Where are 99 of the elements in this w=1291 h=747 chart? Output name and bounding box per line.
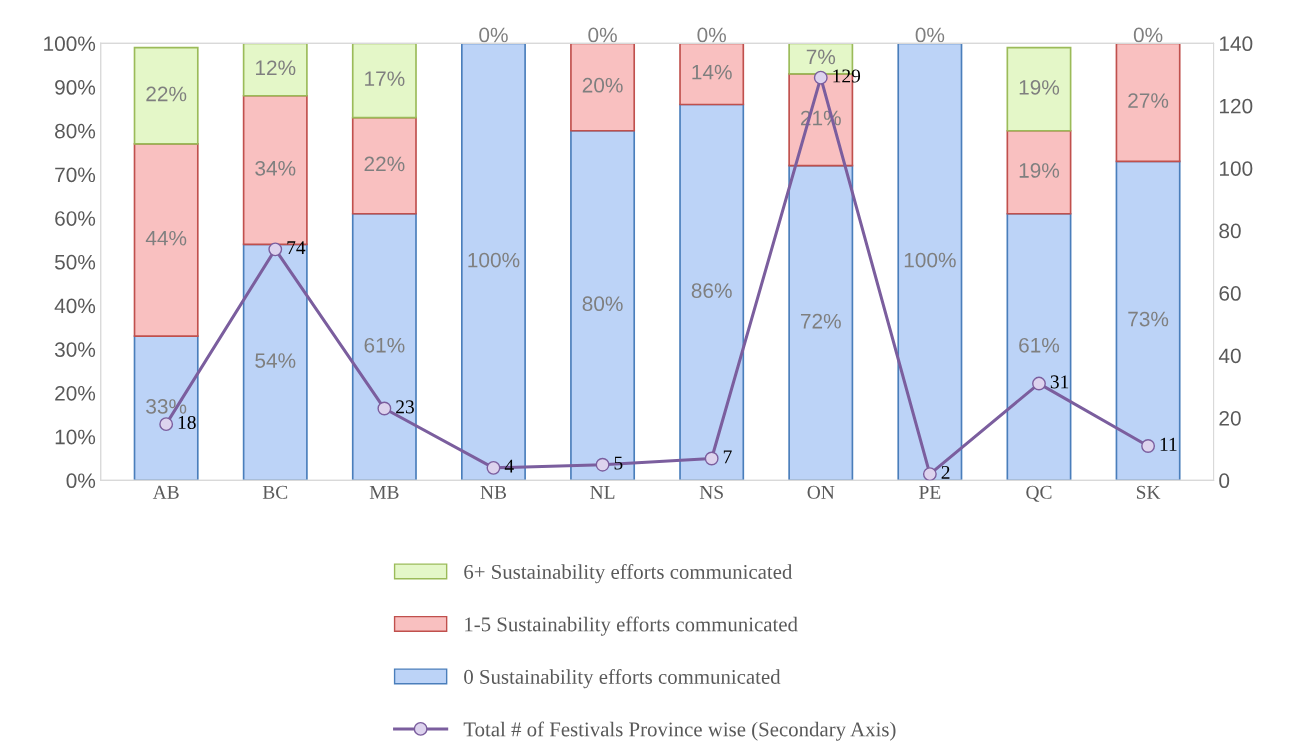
bar <box>679 43 745 106</box>
data-label: 61% <box>1019 337 1060 353</box>
point <box>377 401 392 416</box>
bar <box>1115 160 1181 481</box>
bar <box>1115 43 1181 163</box>
data-label: 5 <box>614 456 623 470</box>
x-tick-label: NL <box>590 485 615 499</box>
data-label: 31 <box>1050 375 1069 389</box>
data-label: 0% <box>697 27 726 43</box>
bar <box>460 43 526 481</box>
data-label: 86% <box>691 283 732 299</box>
y-tick-label: 100% <box>44 36 96 52</box>
data-label: 4 <box>504 459 514 473</box>
y-tick-label: 60% <box>55 211 96 226</box>
legend-label: 1-5 Sustainability efforts communicated <box>465 616 798 636</box>
legend-label: Total # of Festivals Province wise (Secondary Axis) <box>463 721 896 741</box>
point <box>159 417 174 432</box>
x-tick-label: QC <box>1026 485 1052 502</box>
data-label: 2 <box>941 465 950 479</box>
data-label: 22% <box>146 86 187 102</box>
bar <box>133 46 199 145</box>
bar <box>242 43 308 97</box>
bar <box>351 212 417 481</box>
point <box>813 70 828 85</box>
y-tick-label: 40% <box>54 298 96 314</box>
data-label: 0% <box>1133 27 1163 43</box>
data-label: 44% <box>145 230 187 246</box>
bar <box>1006 46 1072 132</box>
point <box>704 451 719 466</box>
legend-label: 6+ Sustainability efforts communicated <box>464 564 793 584</box>
data-label: 54% <box>255 353 296 368</box>
y-tick-label: 20% <box>55 385 96 401</box>
bar <box>133 142 199 337</box>
bar <box>788 164 854 481</box>
x-tick-label: SK <box>1136 485 1161 499</box>
data-label: 19% <box>1019 163 1060 178</box>
data-label: 7% <box>806 49 836 65</box>
data-label: 100% <box>468 252 520 268</box>
bar <box>242 243 308 481</box>
bar <box>679 103 745 481</box>
data-label: 19% <box>1019 80 1060 95</box>
y2-tick-label: 80 <box>1219 223 1241 239</box>
y-tick-label: 90% <box>55 80 96 95</box>
data-label: 20% <box>582 77 623 93</box>
point <box>922 467 937 481</box>
x-tick-label: BC <box>262 485 288 499</box>
data-label: 11 <box>1160 437 1177 451</box>
x-tick-label: AB <box>152 485 179 499</box>
bar <box>1006 212 1072 481</box>
data-label: 72% <box>800 313 841 329</box>
point <box>486 460 501 475</box>
y-tick-label: 70% <box>55 167 96 183</box>
y2-tick-label: 40 <box>1218 348 1241 364</box>
bar <box>570 43 636 132</box>
y2-tick-label: 120 <box>1219 98 1253 114</box>
data-label: 129 <box>833 69 861 83</box>
data-label: 14% <box>692 64 732 80</box>
bar <box>1006 129 1072 215</box>
y-tick-label: 0% <box>66 473 96 489</box>
y-tick-label: 10% <box>55 429 96 445</box>
data-label: 23 <box>396 400 414 414</box>
data-label: 27% <box>1128 93 1169 108</box>
data-label: 17% <box>365 71 405 86</box>
data-label: 73% <box>1128 311 1169 327</box>
point <box>1032 376 1046 391</box>
data-label: 18 <box>178 415 196 429</box>
x-tick-label: NS <box>699 485 723 499</box>
y-tick-label: 80% <box>55 123 96 139</box>
data-label: 61% <box>364 337 405 353</box>
legend-label: 0 Sustainability efforts communicated <box>464 669 781 689</box>
point <box>268 242 283 257</box>
data-label: 100% <box>904 252 956 268</box>
x-tick-label: ON <box>807 485 835 499</box>
y-tick-label: 30% <box>54 342 96 357</box>
x-tick-label: MB <box>369 485 399 499</box>
data-label: 22% <box>364 156 405 172</box>
point <box>595 457 610 472</box>
data-label: 80% <box>582 296 623 312</box>
data-label: 34% <box>255 160 296 176</box>
data-label: 74 <box>287 241 306 255</box>
bar <box>570 129 636 481</box>
data-label: 12% <box>256 60 296 76</box>
bar <box>897 43 963 481</box>
y2-tick-label: 20 <box>1219 410 1241 426</box>
y-tick-label: 50% <box>54 254 96 270</box>
point <box>1141 439 1156 453</box>
bar <box>133 335 199 481</box>
bar <box>351 116 417 215</box>
x-tick-label: NB <box>480 485 507 499</box>
y2-tick-label: 60 <box>1219 286 1241 301</box>
data-label: 7 <box>723 450 732 464</box>
data-label: 0% <box>479 27 508 43</box>
y2-tick-label: 0 <box>1219 473 1230 489</box>
y2-tick-label: 100 <box>1219 161 1253 176</box>
data-label: 0% <box>915 27 945 43</box>
bar <box>351 43 417 119</box>
x-tick-label: PE <box>919 485 941 499</box>
data-label: 0% <box>588 27 617 43</box>
y2-tick-label: 140 <box>1219 36 1253 52</box>
